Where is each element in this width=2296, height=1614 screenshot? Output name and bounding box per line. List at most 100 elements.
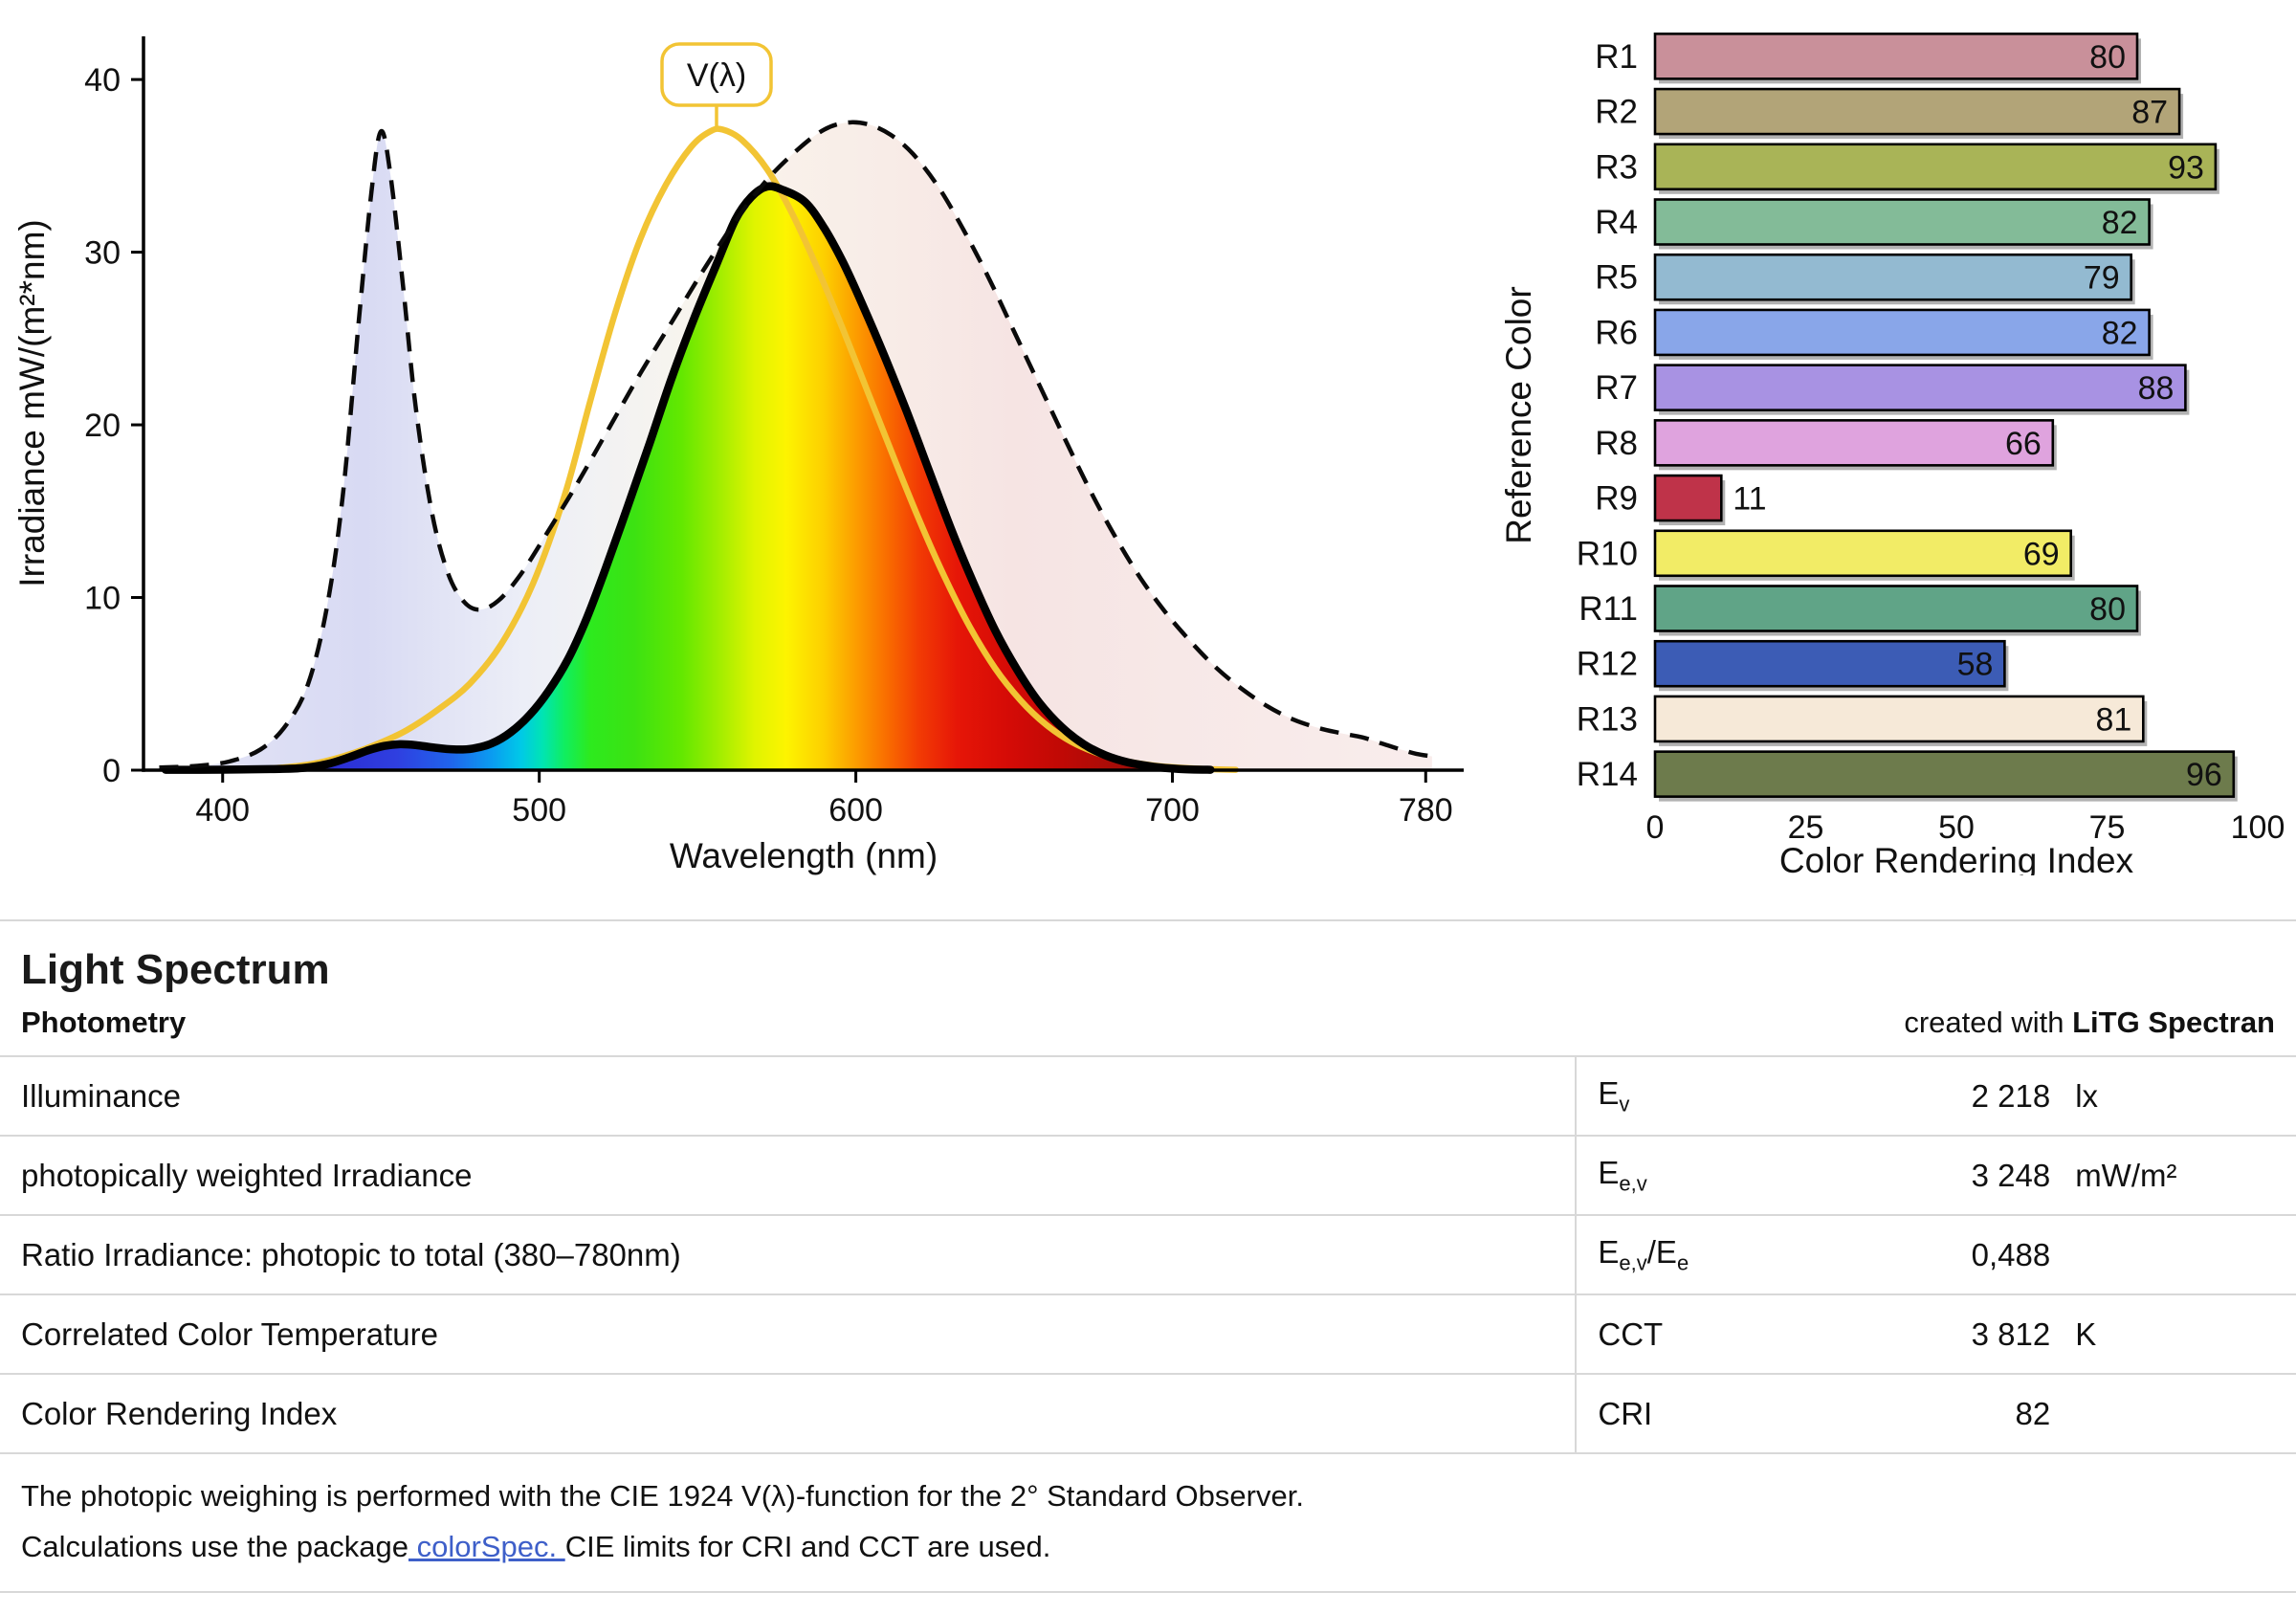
bar-value-label: 82 xyxy=(2102,205,2138,241)
svg-text:600: 600 xyxy=(828,792,883,829)
row-value: 2 218 xyxy=(1971,1077,2051,1114)
cri-bar-R9 xyxy=(1653,474,1723,522)
bar-category-label: R11 xyxy=(1578,590,1638,628)
bar-category-label: R8 xyxy=(1595,425,1638,462)
brand-name: LiTG Spectran xyxy=(2072,1006,2275,1039)
row-value: 3 248 xyxy=(1971,1157,2051,1193)
colorspec-link[interactable]: colorSpec. xyxy=(408,1529,565,1563)
cri-bar-R12 xyxy=(1653,639,2006,688)
y-axis-label: Irradiance mW/(m²*nm) xyxy=(12,219,52,586)
bar-category-label: R1 xyxy=(1595,38,1638,76)
cri-bar-R4 xyxy=(1653,198,2151,246)
svg-text:25: 25 xyxy=(1788,809,1824,846)
row-label: Illuminance xyxy=(21,1077,181,1114)
svg-text:40: 40 xyxy=(84,62,121,99)
bar-value-label: 69 xyxy=(2023,536,2060,572)
bar-value-label: 58 xyxy=(1957,647,1994,683)
bar-category-label: R3 xyxy=(1595,148,1638,186)
x-axis-label: Color Rendering Index xyxy=(1779,841,2134,875)
row-unit xyxy=(2050,1216,2296,1293)
cri-bar-chart: R1 80 R2 87 R3 93 R4 82 R5 79 R6 82 R7 88 R8 66 R9 11 R10 6… xyxy=(1499,33,2285,875)
cri-bar-R3 xyxy=(1653,143,2218,191)
bar-value-label: 79 xyxy=(2084,260,2120,297)
footnote-1: The photopic weighing is performed with … xyxy=(21,1479,1304,1513)
row-symbol: CCT xyxy=(1575,1295,1855,1373)
svg-text:0: 0 xyxy=(1646,809,1665,846)
bar-category-label: R7 xyxy=(1595,369,1638,407)
photometry-report: Light Spectrum Photometry created with L… xyxy=(0,919,2296,1594)
table-row: Correlated Color Temperature CCT 3 812 K xyxy=(0,1293,2296,1373)
report-title: Light Spectrum xyxy=(21,946,330,993)
total-spectrum-dashed-curve xyxy=(159,120,1433,770)
footnote-2: Calculations use the package colorSpec. … xyxy=(21,1522,2275,1573)
svg-text:700: 700 xyxy=(1145,792,1200,829)
row-unit: lx xyxy=(2075,1077,2099,1114)
v-lambda-curve xyxy=(226,125,1239,773)
table-row: photopically weighted Irradiance Ee,v 3 24… xyxy=(0,1135,2296,1214)
cri-bar-R13 xyxy=(1653,695,2145,743)
cri-bar-R10 xyxy=(1653,529,2073,578)
svg-text:30: 30 xyxy=(84,235,121,272)
v-lambda-annotation: V(λ) xyxy=(660,42,773,130)
svg-text:50: 50 xyxy=(1938,809,1975,846)
y-axis-label: Reference Color xyxy=(1499,286,1538,543)
report-subheader: Photometry created with LiTG Spectran xyxy=(0,1006,2296,1055)
svg-text:V(λ): V(λ) xyxy=(687,57,746,94)
svg-text:100: 100 xyxy=(2231,809,2285,846)
bar-category-label: R10 xyxy=(1577,535,1638,572)
bottom-divider xyxy=(0,1591,2296,1594)
bar-category-label: R2 xyxy=(1595,94,1638,131)
bar-value-label: 66 xyxy=(2005,426,2042,462)
svg-text:780: 780 xyxy=(1399,792,1453,829)
spectral-irradiance-chart: 400 500 600 700 780 0 10 20 30 40 Wavelength (nm) I… xyxy=(12,36,1464,875)
weighted-spectrum-rainbow-area xyxy=(166,186,1211,770)
bar-value-label: 11 xyxy=(1733,481,1766,518)
footnotes: The photopic weighing is performed with … xyxy=(0,1454,2296,1576)
row-value: 0,488 xyxy=(1971,1236,2051,1272)
svg-text:10: 10 xyxy=(84,581,121,617)
cri-bar-R7 xyxy=(1653,364,2187,411)
bar-category-label: R14 xyxy=(1577,756,1638,793)
bar-category-label: R6 xyxy=(1595,314,1638,351)
photometry-rows: Illuminance Ev 2 218 lx photopically weighte… xyxy=(0,1055,2296,1454)
row-label: photopically weighted Irradiance xyxy=(21,1157,473,1193)
x-axis-label: Wavelength (nm) xyxy=(670,836,938,875)
bar-value-label: 80 xyxy=(2089,39,2126,76)
charts-row: 400 500 600 700 780 0 10 20 30 40 Wavelength (nm) I… xyxy=(12,33,2285,875)
table-row: Illuminance Ev 2 218 lx xyxy=(0,1055,2296,1135)
row-symbol: CRI xyxy=(1575,1375,1855,1452)
row-symbol: Ee,v xyxy=(1575,1137,1855,1214)
bar-value-label: 96 xyxy=(2186,757,2222,793)
cri-bar-R14 xyxy=(1653,750,2236,798)
svg-text:0: 0 xyxy=(102,753,121,789)
cri-bar-R6 xyxy=(1653,308,2151,357)
row-label: Correlated Color Temperature xyxy=(21,1316,438,1352)
row-unit xyxy=(2050,1375,2296,1452)
cri-bar-R5 xyxy=(1653,253,2133,301)
bar-value-label: 80 xyxy=(2089,591,2126,628)
table-row: Color Rendering Index CRI 82 xyxy=(0,1373,2296,1452)
row-symbol: Ev xyxy=(1575,1057,1855,1135)
row-value: 82 xyxy=(2015,1395,2051,1431)
bar-category-label: R12 xyxy=(1577,646,1638,683)
bar-category-label: R9 xyxy=(1595,480,1638,518)
footnote-text: Calculations use the package xyxy=(21,1529,408,1563)
row-label: Ratio Irradiance: photopic to total (380… xyxy=(21,1236,681,1272)
spectral-axes: 400 500 600 700 780 0 10 20 30 40 xyxy=(84,36,1464,829)
svg-text:75: 75 xyxy=(2089,809,2126,846)
weighted-spectrum-curve xyxy=(161,182,1215,774)
cri-bar-R1 xyxy=(1653,33,2139,80)
bar-value-label: 88 xyxy=(2138,370,2175,407)
row-symbol: Ee,v/Ee xyxy=(1575,1216,1855,1293)
created-with-prefix: created with xyxy=(1904,1006,2073,1039)
bar-value-label: 93 xyxy=(2168,149,2204,186)
created-with-note: created with LiTG Spectran xyxy=(1904,1006,2275,1040)
row-unit: K xyxy=(2075,1316,2097,1352)
svg-text:20: 20 xyxy=(84,408,121,444)
bar-value-label: 81 xyxy=(2095,701,2131,738)
footnote-text: CIE limits for CRI and CCT are used. xyxy=(564,1529,1051,1563)
bar-category-label: R5 xyxy=(1595,259,1638,297)
row-label: Color Rendering Index xyxy=(21,1395,338,1431)
table-row: Ratio Irradiance: photopic to total (380… xyxy=(0,1214,2296,1293)
bar-value-label: 82 xyxy=(2102,315,2138,351)
